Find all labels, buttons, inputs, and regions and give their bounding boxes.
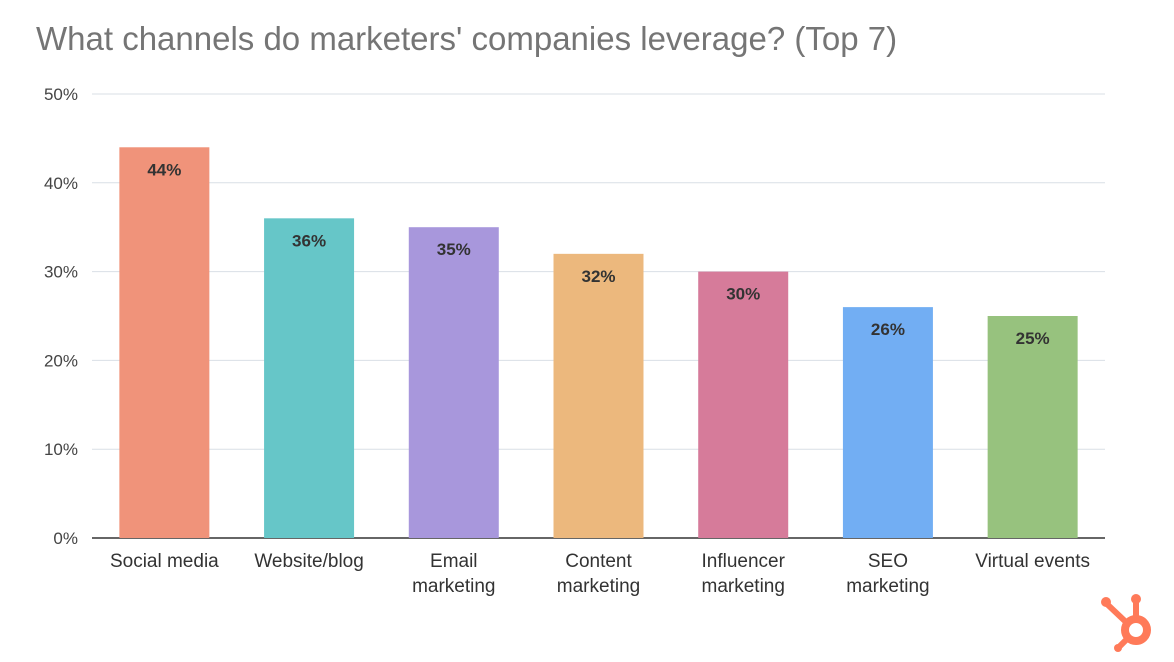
hubspot-sprocket-icon [1101, 594, 1151, 652]
bar [119, 147, 210, 538]
bar [408, 227, 499, 538]
bar [698, 271, 789, 538]
x-tick-label: SEO [868, 551, 908, 572]
x-tick-label: Social media [110, 551, 219, 572]
x-tick-label: Website/blog [254, 551, 364, 572]
x-axis-ticks: Social media Website/blog Email marketing Co… [110, 551, 1090, 597]
data-label: 26% [871, 320, 905, 339]
data-label: 35% [437, 240, 471, 259]
data-label: 25% [1016, 329, 1050, 348]
x-tick-label: marketing [702, 576, 785, 597]
bar [264, 218, 355, 538]
x-tick-label: Influencer [701, 551, 785, 572]
bars [119, 147, 1078, 538]
bar [987, 316, 1078, 538]
y-tick-label: 0% [53, 529, 78, 548]
data-label: 36% [292, 231, 326, 250]
x-tick-label: marketing [557, 576, 640, 597]
y-tick-label: 40% [44, 174, 78, 193]
data-label: 32% [581, 267, 615, 286]
x-tick-label: Content [565, 551, 632, 572]
data-label: 44% [147, 160, 181, 179]
x-tick-label: Virtual events [975, 551, 1090, 572]
x-tick-label: marketing [846, 576, 929, 597]
y-tick-label: 20% [44, 351, 78, 370]
data-labels: 44% 36% 35% 32% 30% 26% 25% [147, 160, 1049, 348]
x-tick-label: Email [430, 551, 478, 572]
y-tick-label: 30% [44, 263, 78, 282]
x-tick-label: marketing [412, 576, 495, 597]
bar [842, 307, 933, 538]
data-label: 30% [726, 285, 760, 304]
y-axis-ticks: 0% 10% 20% 30% 40% 50% [44, 85, 78, 548]
y-tick-label: 10% [44, 440, 78, 459]
y-tick-label: 50% [44, 85, 78, 104]
chart-title: What channels do marketers' companies le… [36, 20, 898, 57]
bar [553, 253, 644, 538]
